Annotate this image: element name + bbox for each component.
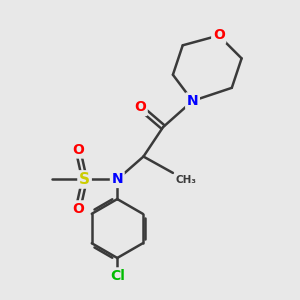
Text: O: O	[213, 28, 225, 43]
Text: N: N	[112, 172, 123, 186]
Text: Cl: Cl	[110, 269, 125, 283]
Text: O: O	[72, 202, 84, 216]
Text: N: N	[187, 94, 198, 108]
Text: CH₃: CH₃	[176, 175, 197, 184]
Text: O: O	[134, 100, 146, 115]
Text: S: S	[79, 172, 90, 187]
Text: O: O	[72, 143, 84, 157]
